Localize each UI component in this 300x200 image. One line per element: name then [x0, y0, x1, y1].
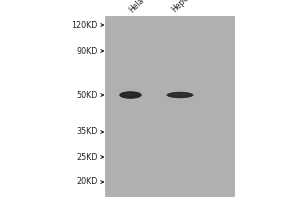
Text: 35KD: 35KD: [76, 128, 98, 136]
Text: 25KD: 25KD: [76, 152, 98, 162]
Text: 120KD: 120KD: [71, 21, 98, 29]
Ellipse shape: [124, 93, 137, 96]
Text: 20KD: 20KD: [76, 178, 98, 186]
Ellipse shape: [172, 94, 188, 95]
Text: 90KD: 90KD: [76, 46, 98, 55]
Ellipse shape: [167, 92, 194, 98]
Text: 50KD: 50KD: [76, 90, 98, 99]
Text: Hela: Hela: [128, 0, 146, 14]
Ellipse shape: [119, 91, 142, 99]
Bar: [105, 16, 234, 196]
Text: HepG2: HepG2: [169, 0, 194, 14]
